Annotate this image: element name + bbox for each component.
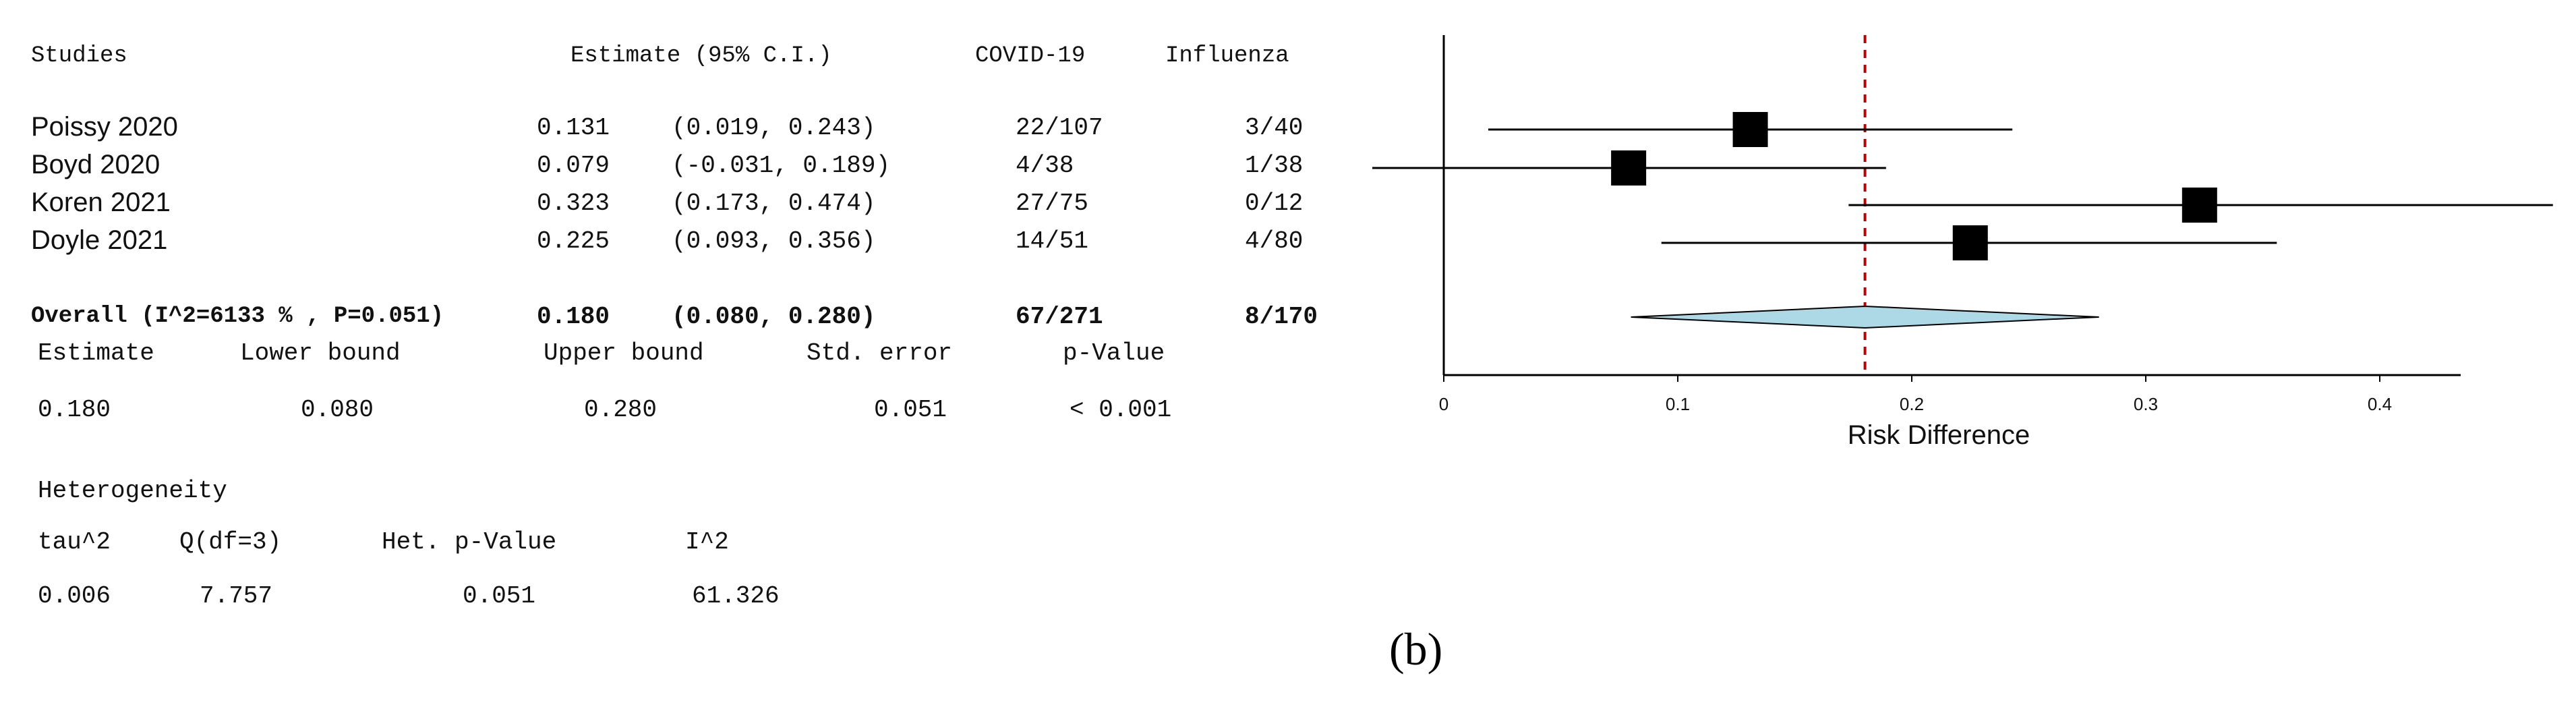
overall-covid: 67/271 [1016, 303, 1103, 331]
het-value-tau: 0.006 [38, 582, 111, 610]
het-header-tau: tau^2 [38, 528, 111, 556]
study-covid: 14/51 [1016, 227, 1089, 255]
study-ci: (-0.031, 0.189) [672, 152, 891, 179]
study-ci: (0.173, 0.474) [672, 190, 876, 217]
overall-estimate: 0.180 [537, 303, 610, 331]
summary-value-stderr: 0.051 [874, 396, 947, 424]
het-value-pvalue: 0.051 [463, 582, 536, 610]
summary-header-estimate: Estimate [38, 339, 154, 367]
header-studies: Studies [31, 43, 127, 69]
het-header-pvalue: Het. p-Value [382, 528, 557, 556]
study-influenza: 3/40 [1245, 114, 1304, 142]
summary-header-stderr: Std. error [807, 339, 953, 367]
study-influenza: 1/38 [1245, 152, 1304, 179]
study-covid: 4/38 [1016, 152, 1074, 179]
summary-header-upper: Upper bound [544, 339, 704, 367]
het-header-i2: I^2 [685, 528, 729, 556]
study-name: Poissy 2020 [31, 112, 178, 142]
study-ci: (0.019, 0.243) [672, 114, 876, 142]
overall-label: Overall (I^2=6133 % , P=0.051) [31, 304, 444, 329]
x-tick-label: 0.1 [1666, 394, 1690, 414]
study-estimate: 0.323 [537, 190, 610, 217]
study-estimate: 0.079 [537, 152, 610, 179]
study-influenza: 4/80 [1245, 227, 1304, 255]
header-covid: COVID-19 [975, 43, 1086, 69]
figure-caption: (b) [1389, 623, 1443, 675]
header-influenza: Influenza [1165, 43, 1289, 69]
study-name: Doyle 2021 [31, 225, 168, 255]
study-marker [1611, 150, 1647, 186]
study-marker [2182, 188, 2217, 223]
study-estimate: 0.225 [537, 227, 610, 255]
het-header-q: Q(df=3) [179, 528, 282, 556]
study-marker [1952, 225, 1988, 260]
summary-value-estimate: 0.180 [38, 396, 111, 424]
study-ci: (0.093, 0.356) [672, 227, 876, 255]
summary-value-lower: 0.080 [301, 396, 374, 424]
study-name: Koren 2021 [31, 188, 171, 217]
x-tick-label: 0.3 [2134, 394, 2158, 414]
x-tick-label: 0.4 [2368, 394, 2392, 414]
study-covid: 22/107 [1016, 114, 1103, 142]
x-axis-label: Risk Difference [1848, 420, 2030, 450]
overall-diamond [1631, 305, 2099, 329]
heterogeneity-title: Heterogeneity [38, 477, 227, 505]
summary-value-pvalue: < 0.001 [1070, 396, 1172, 424]
overall-influenza: 8/170 [1245, 303, 1318, 331]
summary-header-pvalue: p-Value [1063, 339, 1165, 367]
het-value-q: 7.757 [200, 582, 273, 610]
overall-ci: (0.080, 0.280) [672, 303, 876, 331]
summary-header-lower: Lower bound [240, 339, 401, 367]
het-value-i2: 61.326 [692, 582, 780, 610]
summary-value-upper: 0.280 [584, 396, 657, 424]
header-estimate: Estimate (95% C.I.) [570, 43, 832, 69]
study-estimate: 0.131 [537, 114, 610, 142]
study-covid: 27/75 [1016, 190, 1089, 217]
study-name: Boyd 2020 [31, 150, 160, 179]
study-influenza: 0/12 [1245, 190, 1304, 217]
x-tick-label: 0.2 [1900, 394, 1924, 414]
study-marker [1732, 112, 1768, 147]
x-tick-label: 0 [1439, 394, 1448, 414]
